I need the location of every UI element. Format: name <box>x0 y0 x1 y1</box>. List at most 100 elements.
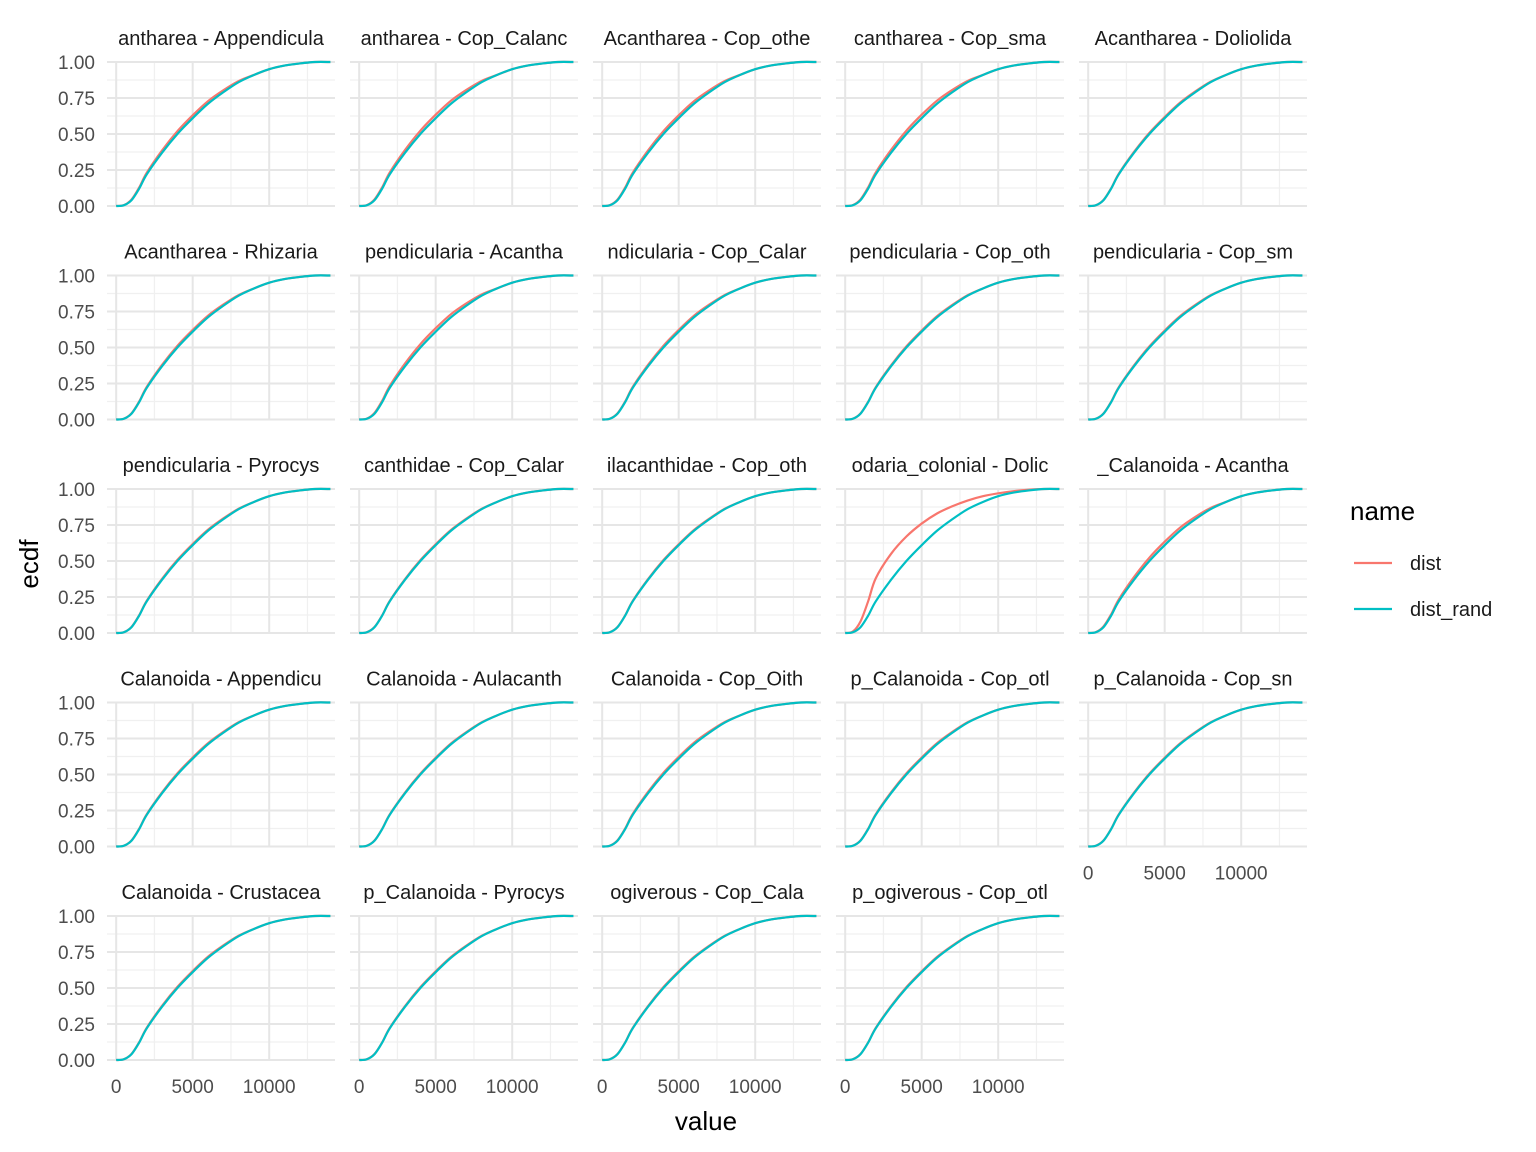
facet-panel: Acantharea - Doliolida <box>1079 28 1307 208</box>
facet-panels: antharea - Appendicula 0.00 0.25 0.50 0.75 1.… <box>58 28 1307 1098</box>
x-tick-label: 10000 <box>729 1077 782 1098</box>
series-line-dist-rand <box>845 274 1060 421</box>
series-line-dist-rand <box>845 914 1060 1062</box>
y-axis-title: ecdf <box>14 539 44 589</box>
series-line-dist-rand <box>602 914 817 1062</box>
facet-strip-label: ilacanthidae - Cop_oth <box>607 455 807 477</box>
facet-strip-label: pendicularia - Cop_oth <box>849 242 1050 264</box>
facet-panel: odaria_colonial - Dolic <box>836 455 1064 635</box>
facet-panel: ilacanthidae - Cop_oth <box>593 455 821 635</box>
facet-panel: pendicularia - Pyrocys 0.00 0.25 0.50 0.75 1.… <box>58 455 335 645</box>
facet-strip-label: Acantharea - Rhizaria <box>124 242 318 264</box>
facet-strip-label: p_Calanoida - Cop_sn <box>1093 669 1292 691</box>
y-tick-label: 0.25 <box>58 802 95 823</box>
y-tick-label: 1.00 <box>58 907 95 928</box>
y-tick-label: 1.00 <box>58 53 95 74</box>
x-tick-label: 10000 <box>1215 864 1268 885</box>
facet-panel: Calanoida - Cop_Oith <box>593 669 821 848</box>
series-line-dist-rand <box>602 487 817 635</box>
facet-strip-label: pendicularia - Acantha <box>365 242 564 264</box>
facet-strip-label: p_Calanoida - Cop_otl <box>850 669 1049 691</box>
series-line-dist-rand <box>602 60 817 208</box>
y-tick-label: 0.50 <box>58 766 95 787</box>
series-line-dist-rand <box>116 60 331 208</box>
facet-panel: antharea - Cop_Calanc <box>350 28 578 208</box>
x-tick-label: 0 <box>111 1077 122 1098</box>
x-tick-label: 10000 <box>243 1077 296 1098</box>
facet-panel: p_ogiverous - Cop_otl 0 5000 10000 <box>836 882 1064 1098</box>
series-line-dist-rand <box>602 701 817 848</box>
facet-panel: Calanoida - Crustacea 0.00 0.25 0.50 0.75 1.0… <box>58 882 335 1098</box>
series-line-dist-rand <box>845 487 1060 635</box>
facet-panel: Acantharea - Rhizaria 0.00 0.25 0.50 0.75 1.0… <box>58 242 335 432</box>
series-line-dist-rand <box>359 487 574 635</box>
x-tick-label: 0 <box>597 1077 608 1098</box>
y-tick-label: 0.25 <box>58 588 95 609</box>
y-tick-label: 0.00 <box>58 411 95 432</box>
x-tick-label: 10000 <box>486 1077 539 1098</box>
y-tick-label: 0.00 <box>58 624 95 645</box>
facet-strip-label: p_ogiverous - Cop_otl <box>852 882 1048 904</box>
facet-strip-label: canthidae - Cop_Calar <box>364 455 564 477</box>
facet-strip-label: pendicularia - Pyrocys <box>123 455 320 477</box>
y-tick-label: 0.00 <box>58 1051 95 1072</box>
x-tick-label: 5000 <box>172 1077 214 1098</box>
series-line-dist-rand <box>602 274 817 421</box>
series-line-dist-rand <box>1088 274 1303 421</box>
series-line-dist-rand <box>845 701 1060 848</box>
y-tick-label: 0.00 <box>58 197 95 218</box>
series-line-dist-rand <box>116 914 331 1062</box>
legend-label-dist: dist <box>1410 553 1442 575</box>
facet-strip-label: antharea - Appendicula <box>118 28 325 50</box>
y-tick-label: 0.00 <box>58 838 95 859</box>
facet-panel: pendicularia - Cop_sm <box>1079 242 1307 421</box>
facet-strip-label: ndicularia - Cop_Calar <box>608 242 807 264</box>
facet-panel: cantharea - Cop_sma <box>836 28 1064 208</box>
axis-titles: value ecdf <box>14 539 737 1136</box>
facet-strip-label: Calanoida - Cop_Oith <box>611 669 803 691</box>
y-tick-label: 0.75 <box>58 89 95 110</box>
facet-panel: ndicularia - Cop_Calar <box>593 242 821 421</box>
y-tick-label: 0.75 <box>58 943 95 964</box>
facet-panel: p_Calanoida - Pyrocys 0 5000 10000 <box>350 882 578 1098</box>
x-tick-label: 0 <box>1083 864 1094 885</box>
facet-strip-label: p_Calanoida - Pyrocys <box>363 882 564 904</box>
x-tick-label: 5000 <box>901 1077 943 1098</box>
facet-panel: p_Calanoida - Cop_sn 0 5000 10000 <box>1079 669 1307 885</box>
legend-label-dist-rand: dist_rand <box>1410 599 1492 621</box>
facet-panel: pendicularia - Acantha <box>350 242 578 421</box>
y-tick-label: 0.25 <box>58 375 95 396</box>
y-tick-label: 0.50 <box>58 125 95 146</box>
series-line-dist-rand <box>359 701 574 848</box>
facet-strip-label: cantharea - Cop_sma <box>854 28 1047 50</box>
y-tick-label: 0.25 <box>58 1015 95 1036</box>
facet-strip-label: _Calanoida - Acantha <box>1096 455 1289 477</box>
series-line-dist-rand <box>845 60 1060 208</box>
series-line-dist-rand <box>359 914 574 1062</box>
facet-strip-label: Calanoida - Appendicu <box>120 669 321 691</box>
x-tick-label: 0 <box>840 1077 851 1098</box>
series-line-dist-rand <box>1088 701 1303 848</box>
y-tick-label: 0.50 <box>58 339 95 360</box>
facet-strip-label: Acantharea - Cop_othe <box>604 28 811 50</box>
series-line-dist-rand <box>1088 487 1303 635</box>
facet-panel: Calanoida - Appendicu 0.00 0.25 0.50 0.75 1.0… <box>58 669 335 859</box>
y-tick-label: 0.50 <box>58 979 95 1000</box>
facet-strip-label: antharea - Cop_Calanc <box>361 28 568 50</box>
series-line-dist-rand <box>359 274 574 421</box>
facet-strip-label: Calanoida - Aulacanth <box>366 669 562 691</box>
series-line-dist <box>844 487 1060 635</box>
y-tick-label: 0.75 <box>58 730 95 751</box>
legend: name dist dist_rand <box>1350 496 1492 621</box>
x-tick-label: 5000 <box>1144 864 1186 885</box>
series-line-dist-rand <box>116 487 331 635</box>
legend-title: name <box>1350 496 1415 526</box>
y-tick-label: 0.75 <box>58 516 95 537</box>
y-tick-label: 1.00 <box>58 267 95 288</box>
series-line-dist-rand <box>359 60 574 208</box>
x-tick-label: 10000 <box>972 1077 1025 1098</box>
facet-strip-label: Calanoida - Crustacea <box>122 882 322 904</box>
series-line-dist-rand <box>116 701 331 848</box>
facet-panel: _Calanoida - Acantha <box>1079 455 1307 635</box>
